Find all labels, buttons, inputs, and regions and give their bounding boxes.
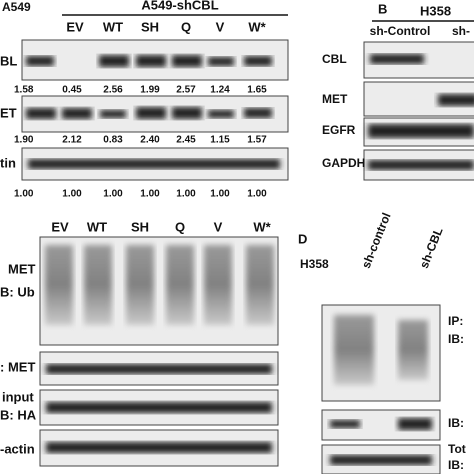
quant-value: 1.57 [247,135,267,146]
band [438,94,474,106]
lane-label: Q [175,219,185,234]
row-label: tin [0,155,16,170]
quant-value: 1.00 [176,189,196,200]
row-label: IB: [448,416,464,430]
quant-value: 1.00 [103,189,123,200]
quant-value: 1.00 [210,189,230,200]
band [46,364,272,374]
quant-value: 2.57 [176,85,196,96]
quant-value: 1.00 [140,189,160,200]
row-label: -actin [0,441,35,456]
lane-label: W* [253,219,271,234]
lane-label: sh-CBL [417,226,446,271]
cell-line: H358 [420,3,451,18]
lane-label: sh- [452,24,470,38]
band [368,124,474,138]
lane-label: W* [248,19,266,34]
lane-label: WT [103,19,123,34]
quant-value: 1.24 [210,85,230,96]
band [370,54,424,64]
quant-value: 2.12 [62,135,82,146]
quant-value: 1.00 [247,189,267,200]
lane-label: SH [141,19,159,34]
row-label: B: Ub [0,284,35,299]
quant-value: 0.83 [103,135,123,146]
row-label: MET [8,261,36,276]
lane-label: V [216,19,225,34]
row-label: GAPDH [322,156,365,170]
quant-value: 1.15 [210,135,230,146]
lane-label: EV [51,219,69,234]
smears [45,245,274,325]
row-label: EGFR [322,123,356,137]
lane-label: sh-control [359,211,394,271]
row-label: CBL [322,52,347,66]
quant-value: 2.45 [176,135,196,146]
panel-d: D H358 sh-control sh-CBL IP: IB: IB: Tot… [298,211,466,474]
row-label: input [2,389,34,404]
row-label: BL [0,53,17,68]
panel-letter: D [298,231,307,246]
bands [26,55,272,67]
quant-value: 1.58 [14,85,34,96]
lane-label: V [214,219,223,234]
lane-label: sh-Control [370,24,431,38]
band [398,418,432,430]
blot [39,236,279,346]
quant-value: 0.45 [62,85,82,96]
row-label: MET [322,92,348,106]
group-label: A549-shCBL [141,0,218,12]
quant-value: 1.90 [14,135,34,146]
bands [26,107,272,119]
band [46,402,272,413]
cell-line: A549 [2,0,31,14]
row-label: IP: [448,314,463,328]
quant-value: 1.99 [140,85,160,96]
band [28,159,280,169]
values: 1.58 0.45 2.56 1.99 2.57 1.24 1.65 1.90 2.12 0.83… [14,85,267,200]
lane-label: WT [87,219,107,234]
quant-value: 1.00 [14,189,34,200]
row-label: IB: [448,332,464,346]
row-label: ET [0,105,17,120]
band [330,455,432,465]
band [368,160,474,170]
band [46,442,272,453]
panel-b: B H358 sh-Control sh- CBL MET EGFR GAPDH [322,1,474,181]
row-label: : MET [0,359,35,374]
quant-value: 1.65 [247,85,267,96]
lane-label: SH [131,219,149,234]
lane-label: EV [66,19,84,34]
panel-letter: B [378,1,387,16]
lane-label: Q [181,19,191,34]
band [330,420,360,428]
quant-value: 2.56 [103,85,123,96]
quant-value: 2.40 [140,135,160,146]
row-label: B: HA [0,407,37,422]
panel-c: EV WT SH Q V W* MET B: Ub : MET input B:… [0,219,279,467]
smears [334,315,428,385]
quant-value: 1.00 [62,189,82,200]
row-label: Tot [448,442,466,456]
panel-a: A549 A549-shCBL EV WT SH Q V W* BL ET ti… [0,0,289,200]
row-label: IB: [448,458,464,472]
cell-line: H358 [300,257,329,271]
